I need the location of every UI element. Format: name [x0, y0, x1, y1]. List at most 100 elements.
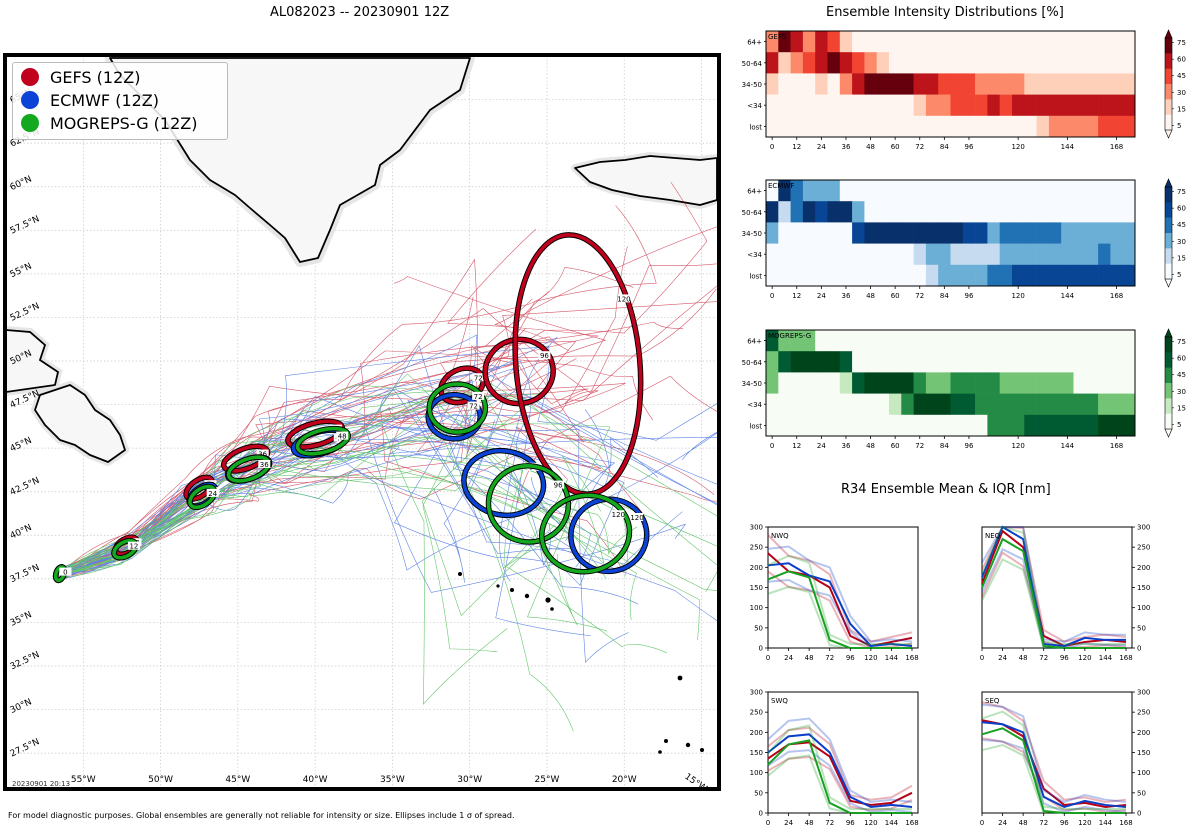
heatmap-cell	[1024, 330, 1037, 352]
heatmap-cell	[815, 351, 828, 373]
colorbar-frame	[1164, 336, 1173, 430]
heatmap-cell	[913, 243, 927, 266]
heatmap-cell	[864, 115, 877, 138]
ellipse-hour-label: 72	[474, 393, 483, 401]
ellipse-hour-label: 48	[338, 433, 347, 441]
heatmap-cell	[839, 393, 853, 416]
heatmap-cell	[1122, 73, 1136, 95]
heatmap-cell	[1024, 243, 1037, 266]
heatmap-cell	[889, 414, 902, 437]
r34-x-tick-label: 72	[1039, 654, 1048, 662]
heatmap-cell	[1024, 264, 1037, 287]
heatmap-cell	[889, 52, 902, 74]
heatmap-cell	[962, 330, 976, 352]
heatmap-cell	[950, 330, 964, 352]
heatmap-cell	[901, 94, 914, 117]
heatmap-cell	[889, 94, 902, 117]
heatmap-cell	[950, 201, 964, 223]
heatmap-x-tick-label: 84	[940, 292, 949, 300]
r34-x-tick-label: 120	[1078, 654, 1091, 662]
heatmap-x-tick-label: 144	[1061, 292, 1075, 300]
r34-x-tick-label: 24	[784, 654, 793, 662]
heatmap-cell	[1110, 73, 1123, 95]
heatmap-cell	[827, 393, 841, 416]
spread-ellipse	[539, 493, 632, 574]
heatmap-cell	[852, 414, 865, 437]
r34-frame	[981, 526, 1133, 649]
map-footer: For model diagnostic purposes. Global en…	[8, 811, 515, 820]
heatmap-cell	[938, 243, 951, 266]
colorbar-segment	[1165, 99, 1172, 115]
heatmap-cell	[778, 414, 791, 437]
heatmap-x-tick-label: 120	[1011, 292, 1024, 300]
heatmap-cell	[1098, 222, 1111, 244]
heatmap-cell	[766, 330, 779, 352]
heatmap-cell	[1061, 243, 1074, 266]
heatmap-x-tick-label: 48	[866, 143, 875, 151]
r34-mean-line	[767, 562, 913, 648]
heatmap-cell	[938, 31, 951, 53]
ellipse-hour-label-bg	[256, 449, 269, 458]
heatmap-cell	[778, 52, 791, 74]
heatmap-cell	[852, 201, 865, 223]
heatmap-cell	[975, 330, 988, 352]
heatmap-ecmwf: ECMWF 64+ 50-64 34-50 <34 lost 0 12 24 36 48 60 72 84…	[742, 178, 1186, 300]
heatmap-cell	[901, 222, 914, 244]
heatmap-cell	[1085, 393, 1099, 416]
heatmap-cell	[975, 222, 988, 244]
heatmap-cell	[1012, 31, 1025, 53]
heatmap-cell	[987, 330, 1000, 352]
ellipse-hour-label-bg	[336, 431, 349, 440]
heatmap-cell	[889, 201, 902, 223]
heatmap-cell	[1073, 351, 1087, 373]
heatmap-cell	[913, 31, 927, 53]
heatmap-x-tick-label: 0	[770, 442, 774, 450]
heatmap-cell	[925, 414, 939, 437]
spread-ellipse	[462, 448, 546, 518]
heatmap-cell	[1122, 31, 1136, 53]
heatmap-cell	[876, 393, 890, 416]
heatmap-mogreps-g: MOGREPS-G 64+ 50-64 34-50 <34 lost 0 12 24 36 48 60…	[742, 328, 1186, 450]
heatmap-x-tick-label: 72	[915, 442, 924, 450]
heatmap-cell	[938, 330, 951, 352]
heatmap-cell	[827, 351, 841, 373]
heatmap-cell	[1036, 330, 1050, 352]
r34-iqr-line	[981, 525, 1127, 643]
heatmap-cell	[975, 52, 988, 74]
heatmap-cell	[876, 372, 890, 394]
heatmap-cell	[815, 31, 828, 53]
heatmap-cell	[1085, 414, 1099, 437]
heatmap-cell	[962, 222, 976, 244]
r34-y-tick-label: 0	[1137, 645, 1141, 653]
heatmap-cell	[876, 180, 890, 202]
heatmap-cell	[864, 94, 877, 117]
heatmap-cell	[1073, 115, 1087, 138]
heatmap-cell	[987, 222, 1000, 244]
heatmap-cell	[852, 264, 865, 287]
heatmap-cell	[1073, 73, 1087, 95]
heatmap-cell	[1024, 115, 1037, 138]
heatmap-row-label: lost	[749, 422, 762, 430]
r34-x-tick-label: 120	[1078, 819, 1091, 827]
heatmap-cell	[1048, 31, 1062, 53]
r34-x-tick-label: 168	[1119, 654, 1132, 662]
heatmap-cell	[864, 73, 877, 95]
lon-tick-label: 45°W	[225, 775, 250, 785]
heatmap-cell	[802, 52, 816, 74]
heatmap-cell	[839, 115, 853, 138]
heatmap-cell	[999, 52, 1013, 74]
heatmap-cell	[1024, 73, 1037, 95]
r34-y-tick-label: 150	[1137, 749, 1150, 757]
colorbar-tick-label: 30	[1177, 388, 1186, 396]
heatmap-cell	[962, 73, 976, 95]
r34-iqr-line	[767, 756, 913, 812]
heatmap-cell	[913, 372, 927, 394]
heatmap-cell	[790, 351, 804, 373]
heatmap-x-tick-label: 24	[817, 143, 826, 151]
heatmap-cell	[975, 180, 988, 202]
r34-y-tick-label: 50	[1137, 789, 1146, 797]
intensity-heatmaps: GEFS 64+ 50-64 34-50 <34 lost 0 12 24 36 48 60 72 84 9…	[742, 29, 1186, 450]
heatmap-cell	[1036, 73, 1050, 95]
heatmap-cell	[815, 414, 828, 437]
heatmap-cell	[1122, 52, 1136, 74]
